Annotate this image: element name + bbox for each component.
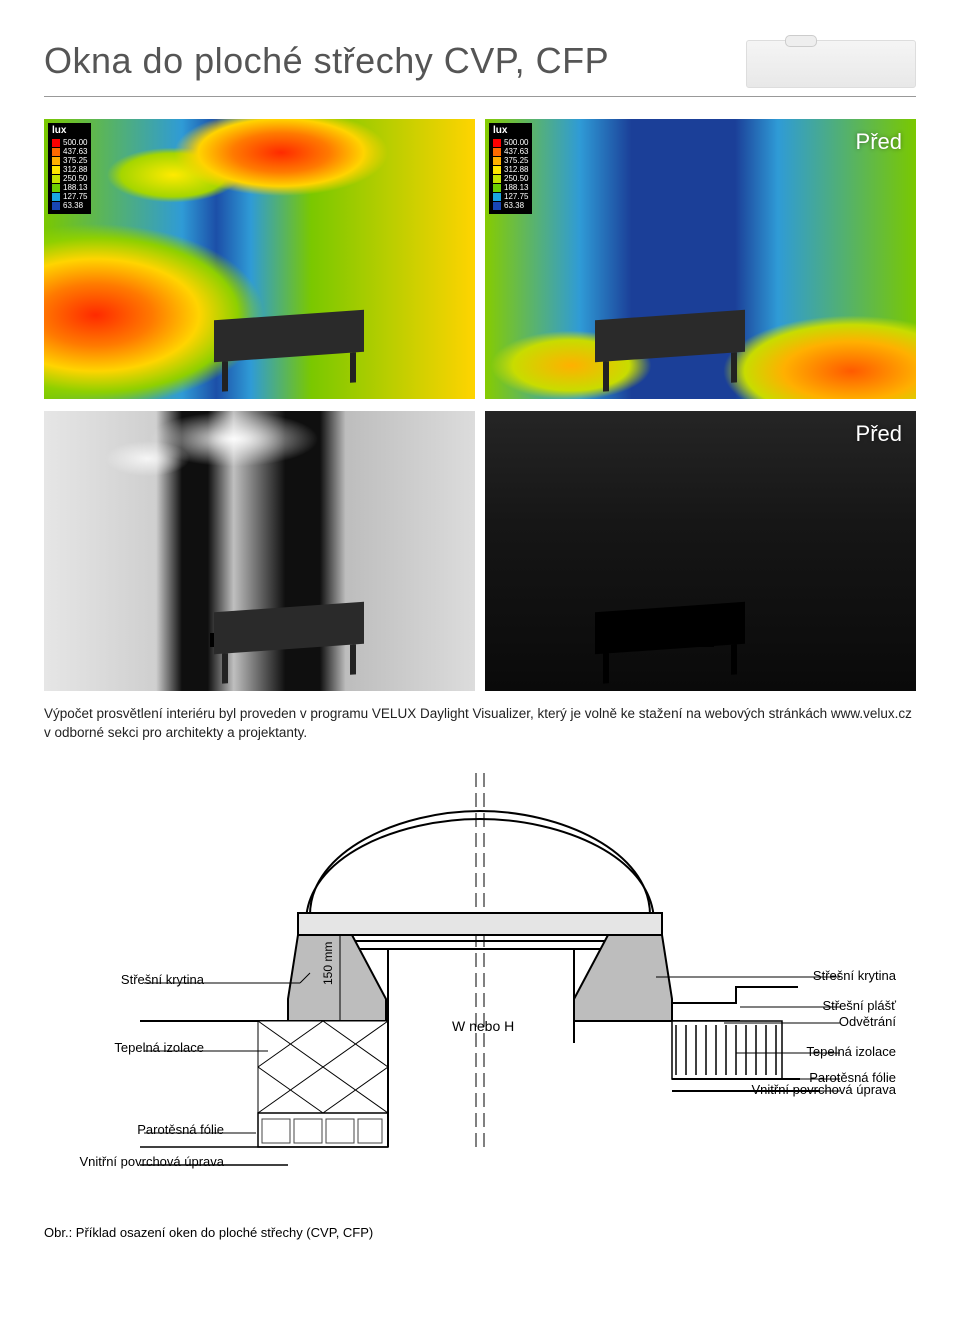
lux-legend-left: lux500.00437.63375.25312.88250.50188.131…	[48, 123, 91, 214]
lbl-right-interior: Vnitřní povrchová úprava	[751, 1082, 896, 1097]
thermal-panel-right: lux500.00437.63375.25312.88250.50188.131…	[485, 119, 916, 399]
cd-label-right: 11,83 cd/m²	[657, 633, 714, 647]
product-thumb	[746, 40, 916, 88]
render-panel-right: Před 11,83 cd/m²	[485, 411, 916, 691]
lbl-right-insulation: Tepelná izolace	[806, 1044, 896, 1059]
thermal-panel-left: lux500.00437.63375.25312.88250.50188.131…	[44, 119, 475, 399]
width-label: W nebo H	[452, 1018, 514, 1034]
render-panels: 22,19 cd/m² Před 11,83 cd/m²	[44, 411, 916, 691]
lux-legend-right: lux500.00437.63375.25312.88250.50188.131…	[489, 123, 532, 214]
section-diagram: 150 mm W nebo H Střešní krytina Tep	[44, 773, 916, 1193]
lbl-right-skin: Střešní plášť	[822, 998, 896, 1013]
cd-label-left: 22,19 cd/m²	[210, 633, 268, 647]
lbl-left-interior: Vnitřní povrchová úprava	[44, 1154, 224, 1169]
lbl-right-roof: Střešní krytina	[813, 968, 896, 983]
render-panel-left: 22,19 cd/m²	[44, 411, 475, 691]
figure-caption: Obr.: Příklad osazení oken do ploché stř…	[44, 1225, 916, 1240]
lbl-left-insulation: Tepelná izolace	[84, 1040, 204, 1055]
height-dim: 150 mm	[321, 941, 335, 984]
thermal-panels: lux500.00437.63375.25312.88250.50188.131…	[44, 119, 916, 399]
lbl-left-vapor: Parotěsná fólie	[84, 1122, 224, 1137]
divider	[44, 96, 916, 97]
lbl-right-vent: Odvětrání	[839, 1014, 896, 1029]
pred-badge-2: Před	[856, 421, 902, 447]
pred-badge-1: Před	[856, 129, 902, 155]
caption-text: Výpočet prosvětlení interiéru byl proved…	[44, 705, 916, 743]
lbl-left-roof: Střešní krytina	[84, 972, 204, 987]
page-title: Okna do ploché střechy CVP, CFP	[44, 40, 609, 82]
